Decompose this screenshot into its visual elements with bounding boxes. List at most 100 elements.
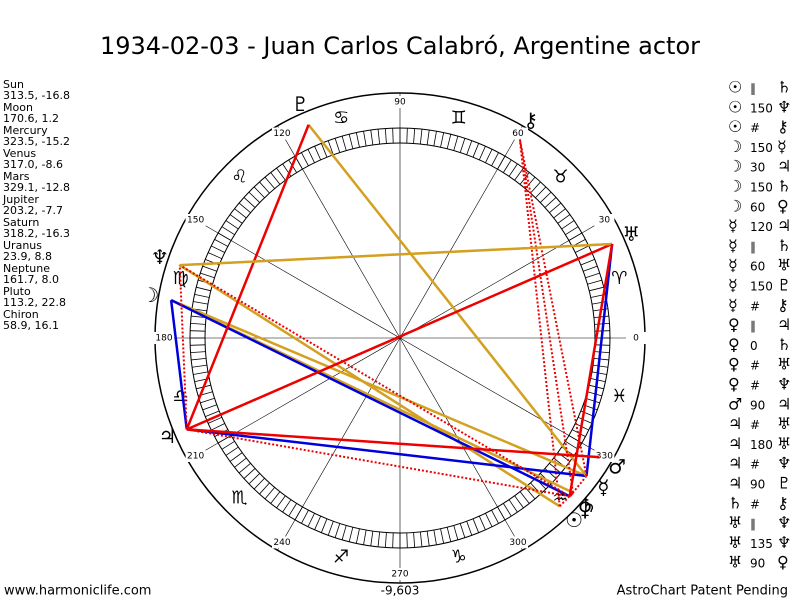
degree-tick: [433, 529, 437, 545]
aspect-type: 90: [750, 478, 765, 492]
aspect-p1: ♀: [728, 375, 740, 394]
degree-tick: [205, 410, 220, 418]
degree-tick: [248, 191, 261, 203]
degree-tick: [508, 499, 518, 513]
aspect-p1: ♃: [728, 434, 742, 453]
aspect-type: ∥: [750, 319, 756, 333]
aspect-line: [179, 242, 613, 267]
degree-tick: [238, 463, 251, 474]
degree-tick: [530, 181, 541, 194]
degree-tick: [519, 491, 530, 504]
planet-name: Venus: [3, 147, 36, 160]
degree-tick: [577, 416, 593, 424]
degree-tick: [334, 523, 341, 538]
degree-tick: [514, 167, 524, 181]
aspect-p1: ☉: [728, 78, 742, 97]
degree-tick: [585, 397, 600, 404]
degree-label: 270: [391, 570, 408, 580]
planet-name: Moon: [3, 101, 33, 114]
aspect-type: #: [750, 299, 760, 313]
degree-label-bg: [272, 536, 292, 549]
spoke: [187, 337, 401, 461]
degree-tick: [276, 495, 286, 509]
footer-right: AstroChart Patent Pending: [617, 584, 788, 599]
degree-tick: [587, 279, 602, 285]
degree-tick: [259, 181, 270, 194]
aspect-type: #: [750, 359, 760, 373]
aspect-line: [568, 243, 614, 497]
planet-position: 23.9, 8.8: [3, 250, 52, 263]
planet-glyph: ♄: [580, 493, 598, 517]
aspect-type: 30: [750, 161, 765, 175]
aspect-line: [518, 139, 588, 477]
degree-tick: [491, 152, 499, 167]
degree-tick: [207, 252, 223, 260]
degree-tick: [589, 286, 604, 292]
planet-position: 113.2, 22.8: [3, 296, 66, 309]
aspect-type: 90: [750, 398, 765, 412]
sign-glyph: ♍: [173, 268, 189, 289]
aspect-p1: ♃: [728, 414, 742, 433]
aspect-p1: ☿: [728, 276, 738, 295]
degree-tick: [314, 515, 322, 531]
degree-tick: [282, 499, 292, 513]
aspect-type: #: [750, 418, 760, 432]
degree-tick: [264, 487, 275, 500]
degree-tick: [348, 134, 354, 149]
aspect-p1: ☽: [728, 137, 742, 156]
degree-tick: [214, 239, 229, 247]
sign-glyph: ♊: [451, 108, 467, 129]
aspect-type: 150: [750, 181, 773, 195]
degree-label-bg: [508, 536, 528, 549]
degree-tick: [525, 487, 536, 500]
aspect-p1: ☽: [728, 157, 742, 176]
planet-name: Chiron: [3, 308, 39, 321]
degree-tick: [270, 491, 281, 504]
aspect-p2: ♄: [777, 236, 791, 255]
degree-tick: [193, 301, 209, 305]
aspect-type: ∥: [750, 517, 756, 531]
planet-name: Uranus: [3, 239, 42, 252]
degree-label: 180: [155, 334, 172, 344]
degree-tick: [585, 272, 600, 279]
degree-tick: [370, 129, 374, 145]
degree-label-bg: [390, 96, 410, 108]
degree-tick: [253, 186, 265, 199]
degree-tick: [459, 138, 466, 153]
degree-tick: [580, 258, 595, 266]
degree-tick: [406, 128, 408, 144]
planet-name: Sun: [3, 78, 24, 91]
degree-tick: [248, 473, 261, 485]
degree-tick: [593, 315, 609, 319]
degree-tick: [426, 531, 430, 547]
degree-label: 60: [512, 129, 524, 139]
degree-label: 330: [596, 452, 613, 462]
planet-name: Mars: [3, 170, 30, 183]
aspect-p1: ♀: [728, 335, 740, 354]
aspect-type: 120: [750, 220, 773, 234]
degree-tick: [191, 364, 207, 368]
planet-position: 58.9, 16.1: [3, 319, 59, 332]
planet-position: 161.7, 8.0: [3, 273, 59, 286]
degree-tick: [561, 220, 575, 230]
degree-tick: [259, 482, 270, 495]
planet-glyph: ♃: [158, 424, 176, 448]
sign-glyph: ♌: [231, 166, 247, 187]
aspect-p1: ☿: [728, 295, 738, 314]
spoke: [399, 125, 523, 339]
planet-glyph: ♀: [578, 497, 593, 521]
degree-tick: [320, 143, 328, 158]
degree-tick: [193, 371, 209, 375]
sign-glyph: ♉: [552, 166, 568, 187]
aspect-p1: ♃: [728, 474, 742, 493]
degree-tick: [307, 149, 315, 163]
sign-glyph: ♏: [231, 488, 247, 509]
aspect-line: [585, 243, 614, 477]
degree-tick: [341, 136, 347, 151]
aspect-p2: ♃: [777, 157, 791, 176]
sign-glyph: ♋: [333, 108, 349, 129]
degree-tick: [377, 129, 381, 145]
title: 1934-02-03 - Juan Carlos Calabró, Argent…: [100, 32, 700, 60]
planet-glyph: ☽: [141, 283, 159, 307]
degree-label: 0: [633, 334, 639, 344]
